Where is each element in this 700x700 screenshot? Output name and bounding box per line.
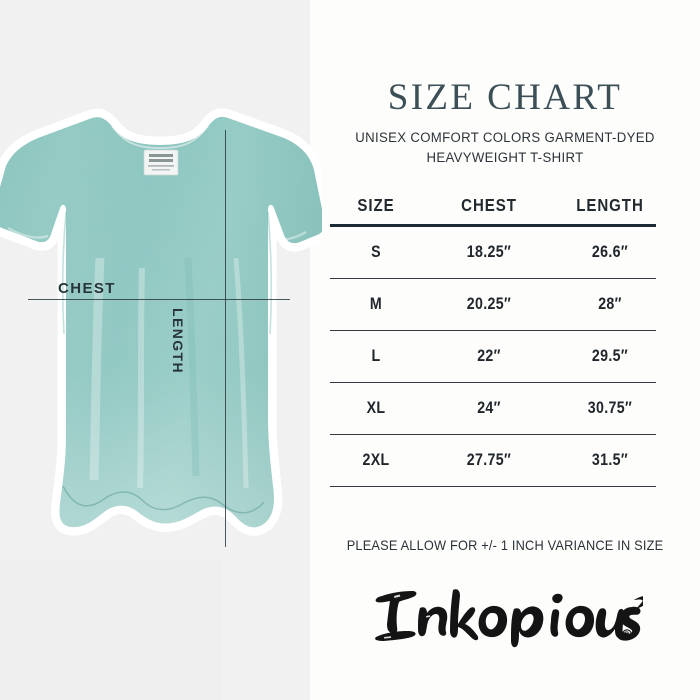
page-title: SIZE CHART	[387, 77, 623, 118]
page-subtitle: UNISEX COMFORT COLORS GARMENT-DYED HEAVY…	[333, 128, 677, 168]
left-cuff	[7, 226, 49, 239]
fabric-folds	[89, 257, 249, 489]
cell-length: 30.75″	[587, 399, 633, 417]
cell-length: 29.5″	[591, 347, 629, 365]
table-row-rule	[330, 330, 656, 331]
cell-size: L	[371, 347, 381, 365]
brush-texture	[384, 594, 613, 639]
cell-size: M	[369, 295, 383, 313]
subtitle-line-2: HEAVYWEIGHT T-SHIRT	[426, 150, 584, 166]
cell-chest: 27.75″	[466, 451, 512, 469]
table-header-rule	[330, 224, 656, 227]
cell-chest: 20.25″	[466, 295, 512, 313]
collar-highlight	[111, 125, 209, 150]
inkopious-brand-logo	[368, 582, 643, 650]
background-notch	[0, 560, 222, 700]
column-header-size: SIZE	[357, 194, 395, 215]
size-chart-panel: SIZE CHART UNISEX COMFORT COLORS GARMENT…	[310, 0, 700, 700]
tshirt-product-image	[0, 108, 322, 578]
size-chart-table: SIZE CHEST LENGTH S 18.25″ 26.6″ M 20.25…	[322, 186, 672, 487]
cell-length: 26.6″	[591, 243, 629, 261]
table-row-rule	[330, 382, 656, 383]
table-row: L 22″ 29.5″	[322, 331, 672, 382]
cell-length: 28″	[598, 295, 622, 313]
left-sleeve-seam	[61, 211, 67, 335]
cell-chest: 22″	[477, 347, 501, 365]
neck-label-tag	[143, 149, 179, 176]
right-background-panel	[310, 0, 700, 700]
table-header-row: SIZE CHEST LENGTH	[322, 186, 672, 224]
subtitle-line-1: UNISEX COMFORT COLORS GARMENT-DYED	[355, 130, 655, 146]
table-row: S 18.25″ 26.6″	[322, 227, 672, 278]
table-row-rule	[330, 278, 656, 279]
table-row: XL 24″ 30.75″	[322, 383, 672, 434]
table-row: M 20.25″ 28″	[322, 279, 672, 330]
right-sleeve-seam	[267, 211, 273, 335]
cell-size: S	[371, 243, 381, 261]
column-header-length: LENGTH	[576, 194, 644, 215]
cell-chest: 24″	[477, 399, 501, 417]
table-row: 2XL 27.75″ 31.5″	[322, 435, 672, 486]
cell-size: XL	[366, 399, 386, 417]
table-bottom-rule	[330, 486, 656, 487]
cell-chest: 18.25″	[466, 243, 512, 261]
variance-note: PLEASE ALLOW FOR +/- 1 INCH VARIANCE IN …	[346, 538, 664, 553]
cell-size: 2XL	[362, 451, 390, 469]
right-cuff	[269, 230, 307, 241]
cell-length: 31.5″	[591, 451, 629, 469]
column-header-chest: CHEST	[461, 194, 517, 215]
table-row-rule	[330, 434, 656, 435]
